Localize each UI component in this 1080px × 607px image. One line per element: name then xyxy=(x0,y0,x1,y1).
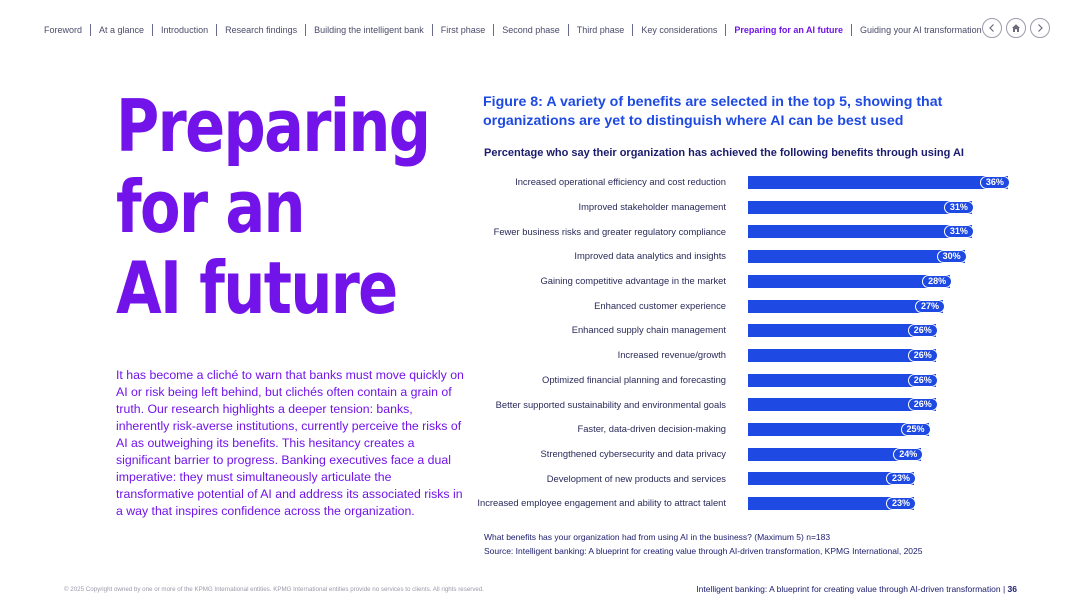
bar xyxy=(748,423,929,436)
category-label: Increased employee engagement and abilit… xyxy=(477,497,726,509)
bar xyxy=(748,324,936,338)
data-label: 26% xyxy=(907,373,938,387)
category-label: Gaining competitive advantage in the mar… xyxy=(540,275,726,287)
data-label: 25% xyxy=(900,423,931,436)
data-label: 27% xyxy=(914,299,945,313)
nav-buttons xyxy=(982,18,1050,38)
category-label: Enhanced supply chain management xyxy=(571,324,726,336)
data-label: 23% xyxy=(886,472,917,486)
bar xyxy=(748,348,936,362)
copyright-text: © 2025 Copyright owned by one or more of… xyxy=(64,586,485,593)
data-label: 28% xyxy=(922,274,953,288)
data-label: 23% xyxy=(886,497,917,511)
intro-paragraph: It has become a cliché to warn that bank… xyxy=(116,368,464,518)
figure-notes: What benefits has your organization had … xyxy=(484,530,922,558)
chart-row: Better supported sustainability and envi… xyxy=(484,392,1044,416)
page-title-line: for an xyxy=(116,165,306,249)
nav-item-preparing-for-an-ai-future[interactable]: Preparing for an AI future xyxy=(725,24,851,36)
chart-row: Improved data analytics and insights 30% xyxy=(484,244,1044,268)
data-label: 26% xyxy=(907,348,938,362)
category-label: Better supported sustainability and envi… xyxy=(495,398,726,410)
category-label: Fewer business risks and greater regulat… xyxy=(493,225,726,237)
data-label: 30% xyxy=(936,250,967,264)
chart-row: Enhanced supply chain management 26% xyxy=(484,318,1044,342)
bar xyxy=(748,497,915,511)
figure-title: Figure 8: A variety of benefits are sele… xyxy=(483,94,943,129)
nav-item-second-phase[interactable]: Second phase xyxy=(493,24,568,36)
figure-subtitle: Percentage who say their organization ha… xyxy=(484,147,964,159)
nav-item-research-findings[interactable]: Research findings xyxy=(216,24,305,36)
category-label: Improved stakeholder management xyxy=(578,200,726,212)
chart-row: Development of new products and services… xyxy=(484,466,1044,490)
nav-item-foreword[interactable]: Foreword xyxy=(44,25,83,35)
bar xyxy=(748,398,936,412)
category-label: Improved data analytics and insights xyxy=(574,250,726,262)
next-page-button[interactable] xyxy=(1030,18,1050,38)
prev-page-button[interactable] xyxy=(982,18,1002,38)
chart-row: Gaining competitive advantage in the mar… xyxy=(484,269,1044,293)
home-icon xyxy=(1012,24,1020,32)
nav-item-guiding-your-ai-transformation[interactable]: Guiding your AI transformation xyxy=(851,24,990,36)
nav-item-first-phase[interactable]: First phase xyxy=(431,24,494,36)
question-note: What benefits has your organization had … xyxy=(484,532,831,542)
nav-item-at-a-glance[interactable]: At a glance xyxy=(90,24,152,36)
page-number: 36 xyxy=(1007,584,1017,594)
bar xyxy=(748,250,965,264)
chart-row: Fewer business risks and greater regulat… xyxy=(484,219,1044,243)
data-label: 31% xyxy=(943,200,974,214)
chart-row: Improved stakeholder management 31% xyxy=(484,195,1044,219)
category-label: Optimized financial planning and forecas… xyxy=(542,373,726,385)
chevron-right-icon xyxy=(1038,24,1043,32)
nav-item-third-phase[interactable]: Third phase xyxy=(567,24,633,36)
chart-row: Enhanced customer experience 27% xyxy=(484,294,1044,318)
category-label: Increased revenue/growth xyxy=(617,349,726,361)
category-label: Strengthened cybersecurity and data priv… xyxy=(540,447,726,459)
data-label: 26% xyxy=(907,398,938,412)
bar xyxy=(748,225,972,239)
footer-doc-info: Intelligent banking: A blueprint for cre… xyxy=(696,584,1017,594)
page-title-line: AI future xyxy=(116,246,398,330)
page-title: Preparing for an AI future xyxy=(116,84,431,330)
chevron-left-icon xyxy=(989,24,994,32)
bar xyxy=(748,176,1008,189)
bar xyxy=(748,472,915,486)
bar xyxy=(748,274,951,288)
chart-row: Increased operational efficiency and cos… xyxy=(484,170,1044,194)
data-label: 26% xyxy=(907,324,938,338)
top-nav: Foreword At a glance Introduction Research … xyxy=(44,23,990,37)
footer-doc-title: Intelligent banking: A blueprint for cre… xyxy=(696,584,1001,594)
data-label: 24% xyxy=(893,447,924,461)
chart-row: Increased employee engagement and abilit… xyxy=(477,491,1044,515)
chart-row: Increased revenue/growth 26% xyxy=(484,343,1044,367)
category-label: Development of new products and services xyxy=(546,472,726,484)
chart-row: Optimized financial planning and forecas… xyxy=(484,368,1044,392)
nav-item-building-the-intelligent-bank[interactable]: Building the intelligent bank xyxy=(305,24,432,36)
home-button[interactable] xyxy=(1006,18,1026,38)
source-note: Source: Intelligent banking: A blueprint… xyxy=(484,546,923,556)
bar xyxy=(748,200,972,214)
nav-item-introduction[interactable]: Introduction xyxy=(152,24,216,36)
data-label: 31% xyxy=(943,225,974,239)
data-label: 36% xyxy=(979,176,1010,189)
chart-row: Strengthened cybersecurity and data priv… xyxy=(484,442,1044,466)
category-label: Enhanced customer experience xyxy=(594,299,726,311)
nav-item-key-considerations[interactable]: Key considerations xyxy=(632,24,725,36)
bar xyxy=(748,299,943,313)
bar xyxy=(748,447,922,461)
bar xyxy=(748,373,936,387)
category-label: Faster, data-driven decision-making xyxy=(577,423,726,435)
chart-row: Faster, data-driven decision-making 25% xyxy=(484,417,1044,441)
page-title-line: Preparing xyxy=(116,84,431,168)
category-label: Increased operational efficiency and cos… xyxy=(515,176,726,188)
